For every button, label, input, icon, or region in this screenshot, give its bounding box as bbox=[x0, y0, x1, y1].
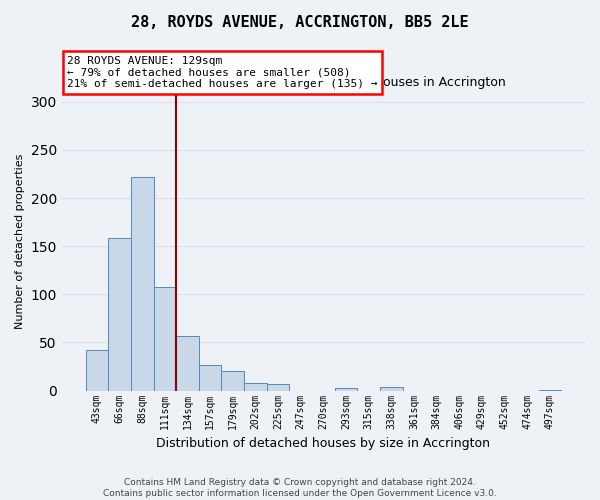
Text: Contains HM Land Registry data © Crown copyright and database right 2024.
Contai: Contains HM Land Registry data © Crown c… bbox=[103, 478, 497, 498]
Bar bbox=[267, 384, 289, 390]
Bar bbox=[86, 350, 108, 391]
Bar bbox=[380, 387, 403, 390]
Y-axis label: Number of detached properties: Number of detached properties bbox=[15, 154, 25, 329]
Bar bbox=[108, 238, 131, 390]
Text: 28, ROYDS AVENUE, ACCRINGTON, BB5 2LE: 28, ROYDS AVENUE, ACCRINGTON, BB5 2LE bbox=[131, 15, 469, 30]
Bar bbox=[199, 364, 221, 390]
Bar bbox=[335, 388, 358, 390]
Bar bbox=[176, 336, 199, 390]
Text: 28 ROYDS AVENUE: 129sqm
← 79% of detached houses are smaller (508)
21% of semi-d: 28 ROYDS AVENUE: 129sqm ← 79% of detache… bbox=[67, 56, 377, 89]
Bar bbox=[131, 177, 154, 390]
Bar bbox=[154, 286, 176, 391]
X-axis label: Distribution of detached houses by size in Accrington: Distribution of detached houses by size … bbox=[157, 437, 490, 450]
Bar bbox=[244, 383, 267, 390]
Bar bbox=[221, 372, 244, 390]
Title: Size of property relative to detached houses in Accrington: Size of property relative to detached ho… bbox=[141, 76, 506, 90]
